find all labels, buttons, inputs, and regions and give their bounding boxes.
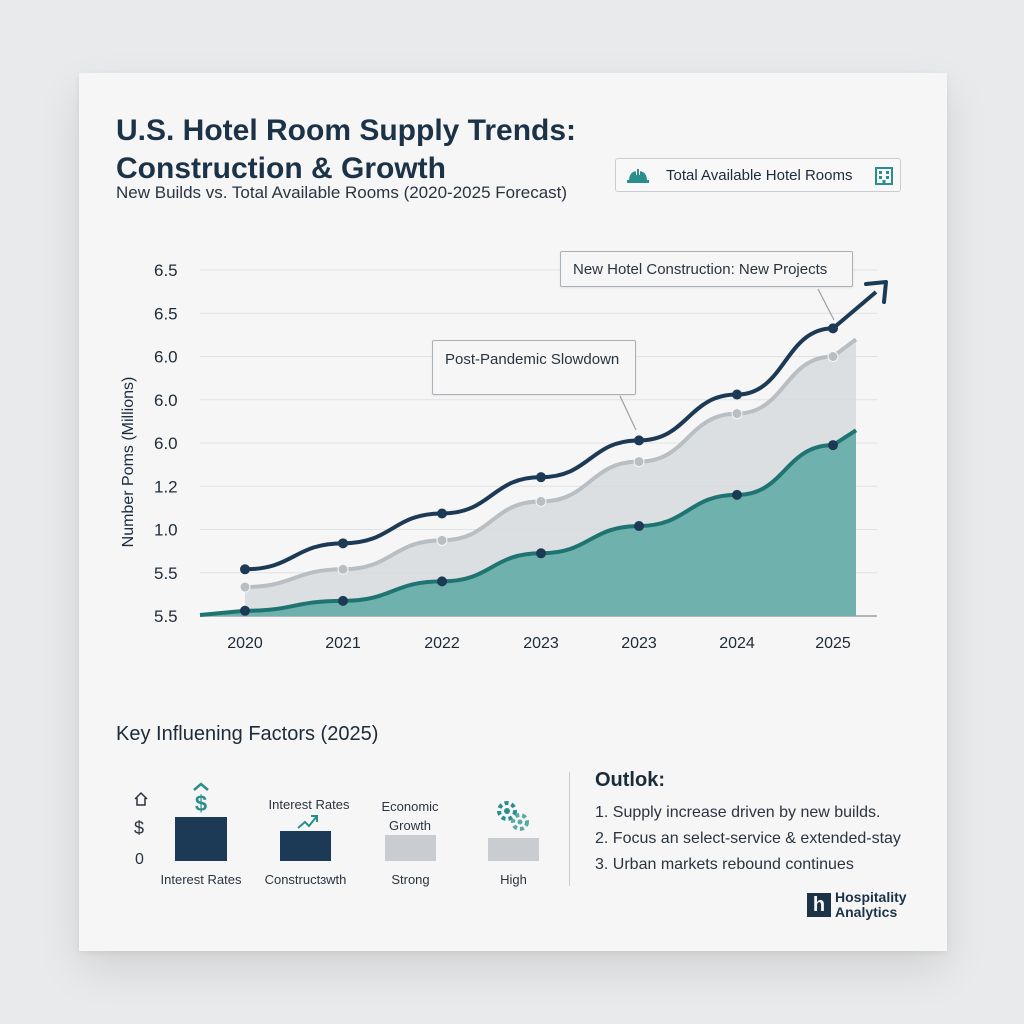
home-icon	[133, 791, 149, 812]
outlook-item: 1. Supply increase driven by new builds.	[595, 804, 881, 821]
data-point	[437, 508, 447, 519]
brand-logo: h Hospitality Analytics	[807, 890, 907, 920]
callout-post-pandemic: Post-Pandemic Slowdown	[432, 340, 636, 395]
outlook-list: 1. Supply increase driven by new builds.…	[595, 800, 901, 878]
dollar-up-icon: $	[186, 782, 216, 819]
y-tick-label: 5.5	[154, 607, 178, 626]
x-tick-label: 2020	[227, 635, 263, 652]
data-point	[827, 351, 839, 362]
hard-hat-icon	[626, 167, 650, 190]
data-point	[732, 389, 742, 400]
x-tick-label: 2021	[325, 635, 361, 652]
data-point	[240, 564, 250, 575]
data-point	[240, 605, 250, 616]
building-icon	[874, 166, 894, 191]
data-point	[536, 548, 546, 559]
y-tick-label: 1.2	[154, 477, 178, 496]
callout-leaders	[619, 288, 835, 431]
brand-line-1: Hospitality	[835, 889, 907, 905]
factors-axis-top: $	[134, 818, 145, 838]
brand-text: Hospitality Analytics	[835, 890, 907, 920]
x-tick-label: 2023	[621, 635, 657, 652]
factor-top-label-interest: Interest Rates	[268, 797, 350, 812]
y-tick-label: 6.0	[154, 348, 178, 367]
data-point	[337, 563, 349, 575]
x-tick-label: 2025	[815, 635, 851, 652]
y-tick-label: 5.5	[154, 564, 178, 583]
data-point	[239, 581, 251, 593]
y-tick-label: 6.0	[154, 391, 178, 410]
section-divider	[569, 772, 570, 886]
outlook-item: 3. Urban markets rebound continues	[595, 856, 854, 873]
outlook-title: Outlok:	[595, 769, 665, 791]
data-point	[732, 489, 742, 500]
data-point	[437, 576, 447, 587]
y-axis-label: Number Poms (Millions)	[120, 377, 137, 548]
data-point	[338, 538, 348, 549]
factor-label: Strong	[391, 872, 430, 887]
factor-bar	[488, 838, 539, 861]
y-tick-label: 6.0	[154, 434, 178, 453]
data-point	[828, 323, 838, 334]
outlook-item: 2. Focus an select-service & extended-st…	[595, 830, 901, 847]
factor-label: Constructɜwth	[264, 872, 347, 887]
factors-axis-zero: 0	[135, 851, 144, 868]
y-tick-label: 6.5	[154, 304, 178, 323]
factor-bar	[280, 831, 331, 861]
trend-up-icon	[296, 812, 320, 837]
legend: Total Available Hotel Rooms	[615, 158, 901, 192]
data-point	[338, 595, 348, 606]
svg-text:$: $	[195, 791, 207, 814]
brand-mark: h	[807, 893, 831, 917]
factor-bar	[175, 817, 227, 861]
data-point	[634, 435, 644, 446]
factor-label: High	[500, 872, 527, 887]
legend-label: Total Available Hotel Rooms	[666, 167, 853, 184]
new-construction-area	[200, 430, 856, 616]
data-point	[535, 495, 547, 507]
y-tick-label: 6.5	[154, 261, 178, 280]
data-point	[828, 440, 838, 451]
x-tick-labels: 2020 2021 2022 2023 2023 2024 2025	[227, 635, 851, 652]
x-tick-label: 2022	[424, 635, 460, 652]
data-point	[634, 521, 644, 532]
brand-line-2: Analytics	[835, 904, 898, 920]
callout-leader	[817, 288, 835, 321]
chart-points	[239, 323, 839, 616]
x-tick-label: 2023	[523, 635, 559, 652]
y-tick-label: 1.0	[154, 521, 178, 540]
data-point	[536, 472, 546, 483]
data-point	[436, 534, 448, 546]
factor-bar	[385, 835, 436, 861]
data-point	[633, 456, 645, 468]
factor-label: Interest Rates	[160, 872, 242, 887]
chart-areas	[200, 339, 856, 616]
factors-title: Key Influening Factors (2025)	[116, 723, 379, 745]
y-tick-labels: 6.5 6.5 6.0 6.0 6.0 1.2 1.0 5.5 5.5	[154, 261, 178, 626]
gears-icon	[493, 797, 533, 840]
callout-leader	[619, 395, 637, 431]
data-point	[731, 408, 743, 420]
chart-subtitle: New Builds vs. Total Available Rooms (20…	[116, 183, 568, 202]
trend-arrow-head	[864, 280, 888, 304]
factor-top-label-economic: Economic Growth	[381, 799, 439, 833]
x-tick-label: 2024	[719, 635, 755, 652]
callout-new-construction: New Hotel Construction: New Projects	[560, 251, 853, 287]
page-title: U.S. Hotel Room Supply Trends: Construct…	[116, 114, 577, 185]
